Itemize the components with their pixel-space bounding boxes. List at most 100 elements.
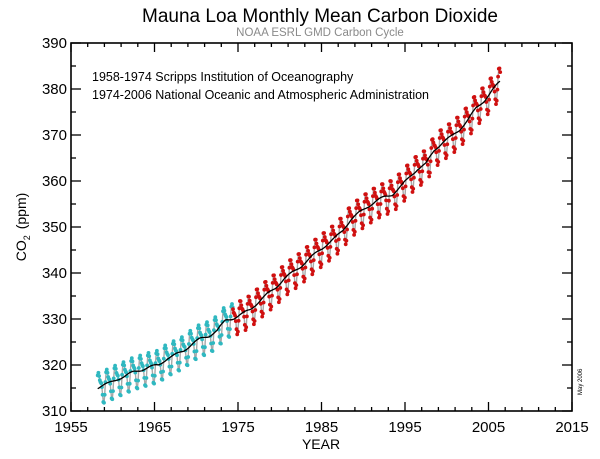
marker-noaa: [345, 227, 349, 232]
marker-noaa: [411, 186, 416, 191]
marker-scripps: [120, 372, 124, 377]
marker-scripps: [169, 364, 174, 369]
marker-noaa: [489, 76, 493, 81]
x-tick-label: 1975: [221, 419, 254, 436]
marker-noaa: [268, 307, 273, 312]
marker-noaa: [245, 302, 250, 306]
annotation-noaa: 1974-2006 National Oceanic and Atmospher…: [92, 88, 429, 102]
marker-scripps: [194, 349, 199, 353]
marker-scripps: [203, 332, 208, 337]
marker-scripps: [200, 337, 205, 342]
marker-noaa: [286, 278, 291, 283]
marker-scripps: [136, 366, 141, 370]
marker-scripps: [219, 341, 223, 346]
marker-noaa: [494, 98, 499, 103]
marker-noaa: [364, 192, 368, 197]
marker-noaa: [469, 131, 473, 136]
marker-noaa: [386, 209, 391, 214]
marker-noaa: [430, 137, 435, 142]
marker-noaa: [472, 95, 477, 99]
svg-text:CO2(ppm): CO2 (ppm): [13, 193, 32, 262]
marker-noaa: [471, 103, 475, 108]
marker-noaa: [231, 307, 235, 312]
chart-subtitle: NOAA ESRL GMD Carbon Cycle: [236, 27, 404, 39]
marker-noaa: [395, 193, 400, 197]
marker-noaa: [338, 216, 343, 221]
marker-scripps: [105, 370, 110, 375]
marker-noaa: [391, 189, 396, 194]
marker-noaa: [384, 198, 388, 203]
marker-scripps: [97, 374, 101, 378]
marker-scripps: [180, 335, 184, 339]
marker-noaa: [372, 186, 377, 191]
marker-noaa: [485, 112, 490, 117]
marker-noaa: [311, 258, 316, 262]
y-axis-label: CO2 (ppm): [13, 193, 32, 262]
marker-scripps: [127, 389, 131, 394]
marker-scripps: [150, 365, 154, 370]
marker-noaa: [247, 298, 252, 303]
marker-scripps: [164, 346, 168, 351]
marker-scripps: [224, 315, 229, 319]
marker-noaa: [275, 287, 280, 292]
marker-noaa: [456, 119, 461, 124]
marker-noaa: [256, 291, 260, 296]
marker-noaa: [295, 272, 299, 277]
marker-noaa: [293, 286, 298, 291]
marker-noaa: [435, 163, 440, 168]
marker-noaa: [318, 265, 323, 270]
marker-noaa: [364, 196, 369, 201]
marker-noaa: [445, 142, 450, 147]
marker-scripps: [102, 400, 106, 405]
marker-scripps: [202, 353, 207, 358]
x-tick-label: 1995: [388, 419, 421, 436]
marker-noaa: [425, 162, 430, 167]
marker-noaa: [467, 119, 472, 124]
marker-noaa: [497, 66, 502, 71]
marker-scripps: [155, 352, 160, 357]
marker-scripps: [155, 348, 159, 353]
marker-noaa: [444, 153, 449, 158]
marker-noaa: [421, 156, 425, 161]
marker-noaa: [397, 172, 402, 177]
marker-noaa: [378, 202, 383, 206]
marker-noaa: [392, 194, 397, 199]
x-tick-label: 2005: [472, 419, 505, 436]
marker-noaa: [422, 149, 427, 154]
marker-scripps: [111, 389, 115, 393]
marker-noaa: [393, 207, 398, 212]
marker-scripps: [113, 366, 118, 371]
marker-scripps: [161, 356, 166, 361]
marker-noaa: [420, 169, 425, 174]
marker-noaa: [274, 282, 279, 287]
marker-noaa: [339, 220, 344, 225]
marker-noaa: [447, 122, 452, 127]
marker-scripps: [147, 354, 152, 359]
marker-scripps: [213, 315, 218, 319]
marker-scripps: [177, 360, 182, 365]
marker-noaa: [394, 204, 399, 208]
marker-noaa: [310, 272, 315, 277]
marker-noaa: [286, 289, 290, 294]
marker-noaa: [250, 309, 255, 314]
marker-scripps: [110, 397, 115, 402]
marker-noaa: [355, 198, 360, 203]
marker-noaa: [319, 262, 324, 267]
marker-scripps: [157, 359, 162, 364]
y-tick-label: 390: [42, 35, 67, 52]
marker-scripps: [130, 359, 135, 364]
marker-noaa: [439, 128, 443, 133]
marker-noaa: [334, 239, 338, 243]
marker-noaa: [236, 318, 241, 323]
marker-scripps: [187, 342, 191, 346]
marker-scripps: [122, 363, 127, 368]
marker-noaa: [335, 251, 340, 256]
marker-noaa: [495, 87, 500, 92]
marker-scripps: [111, 376, 116, 381]
marker-noaa: [377, 212, 382, 217]
marker-scripps: [127, 381, 132, 386]
marker-scripps: [139, 357, 143, 361]
marker-scripps: [121, 360, 126, 365]
marker-noaa: [478, 107, 483, 111]
marker-noaa: [368, 220, 373, 225]
